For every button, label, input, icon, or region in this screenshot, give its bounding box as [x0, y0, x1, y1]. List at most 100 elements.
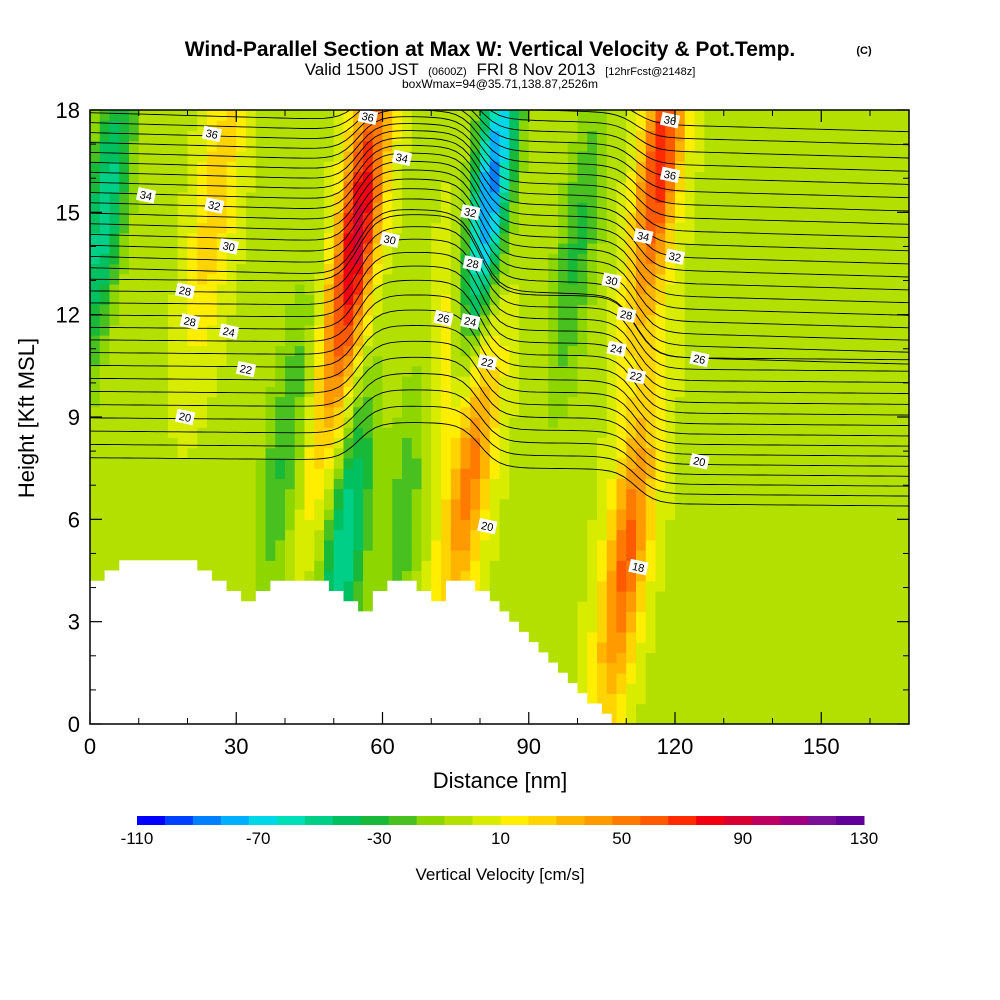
- velocity-cell: [333, 130, 345, 142]
- velocity-cell: [626, 703, 637, 715]
- velocity-cell: [616, 468, 627, 479]
- velocity-cell: [626, 427, 637, 439]
- velocity-cell: [90, 570, 101, 582]
- velocity-cell: [655, 437, 666, 449]
- velocity-cell: [509, 590, 520, 602]
- velocity-cell: [450, 488, 462, 500]
- velocity-cell: [548, 294, 559, 306]
- velocity-cell: [860, 652, 871, 664]
- velocity-cell: [216, 222, 228, 234]
- velocity-cell: [168, 232, 179, 244]
- velocity-cell: [99, 304, 111, 316]
- velocity-cell: [694, 406, 705, 418]
- velocity-cell: [840, 314, 852, 326]
- velocity-cell: [684, 161, 696, 172]
- velocity-cell: [226, 345, 237, 357]
- velocity-cell: [645, 611, 657, 623]
- velocity-cell: [801, 140, 813, 152]
- velocity-cell: [353, 181, 364, 193]
- velocity-cell: [587, 457, 598, 469]
- velocity-cell: [207, 171, 218, 183]
- velocity-cell: [226, 365, 237, 377]
- velocity-cell: [577, 468, 588, 479]
- velocity-cell: [255, 447, 267, 459]
- velocity-cell: [684, 191, 696, 203]
- velocity-cell: [577, 263, 588, 275]
- velocity-cell: [226, 181, 237, 193]
- velocity-cell: [304, 243, 315, 254]
- velocity-cell: [577, 283, 588, 295]
- velocity-cell: [733, 396, 744, 408]
- velocity-cell: [538, 345, 549, 357]
- velocity-cell: [119, 468, 130, 479]
- velocity-cell: [577, 191, 588, 203]
- velocity-cell: [382, 191, 393, 203]
- velocity-cell: [772, 693, 783, 705]
- velocity-cell: [577, 150, 588, 162]
- velocity-cell: [831, 324, 842, 336]
- velocity-cell: [528, 110, 540, 121]
- velocity-cell: [489, 468, 501, 479]
- velocity-cell: [197, 314, 208, 326]
- velocity-cell: [704, 509, 715, 520]
- velocity-cell: [285, 161, 296, 172]
- velocity-cell: [899, 652, 909, 664]
- velocity-cell: [392, 355, 403, 367]
- velocity-cell: [363, 601, 374, 613]
- velocity-cell: [606, 355, 618, 367]
- velocity-cell: [402, 468, 413, 479]
- velocity-cell: [714, 181, 725, 193]
- velocity-cell: [850, 314, 861, 326]
- velocity-cell: [840, 468, 852, 479]
- velocity-cell: [772, 150, 783, 162]
- velocity-cell: [733, 580, 744, 592]
- velocity-cell: [431, 519, 442, 531]
- velocity-cell: [558, 304, 569, 316]
- velocity-cell: [392, 304, 403, 316]
- velocity-cell: [792, 427, 803, 439]
- velocity-cell: [665, 652, 676, 664]
- velocity-cell: [675, 130, 686, 142]
- velocity-cell: [353, 570, 364, 582]
- velocity-cell: [294, 202, 306, 213]
- velocity-cell: [382, 468, 393, 479]
- velocity-cell: [538, 580, 549, 592]
- velocity-cell: [782, 468, 793, 479]
- velocity-cell: [138, 417, 150, 428]
- velocity-cell: [528, 243, 540, 254]
- velocity-cell: [421, 253, 432, 265]
- velocity-cell: [431, 181, 442, 193]
- velocity-cell: [792, 509, 803, 520]
- velocity-cell: [772, 457, 783, 469]
- velocity-cell: [489, 539, 501, 551]
- velocity-cell: [762, 324, 774, 336]
- velocity-cell: [519, 324, 530, 336]
- velocity-cell: [197, 396, 208, 408]
- velocity-cell: [577, 406, 588, 418]
- velocity-cell: [860, 222, 871, 234]
- velocity-cell: [353, 417, 364, 428]
- velocity-cell: [704, 324, 715, 336]
- velocity-cell: [343, 202, 354, 213]
- velocity-cell: [363, 294, 374, 306]
- velocity-cell: [714, 703, 725, 715]
- velocity-cell: [499, 140, 510, 152]
- velocity-cell: [324, 130, 335, 142]
- velocity-cell: [753, 580, 764, 592]
- velocity-cell: [265, 294, 276, 306]
- velocity-cell: [304, 161, 315, 172]
- velocity-cell: [411, 580, 423, 592]
- velocity-cell: [314, 253, 325, 265]
- velocity-cell: [99, 427, 111, 439]
- velocity-cell: [762, 590, 774, 602]
- velocity-cell: [138, 161, 150, 172]
- velocity-cell: [304, 335, 315, 346]
- velocity-cell: [460, 550, 471, 561]
- velocity-cell: [119, 396, 130, 408]
- velocity-cell: [99, 130, 111, 142]
- velocity-cell: [714, 294, 725, 306]
- velocity-cell: [353, 263, 364, 275]
- velocity-cell: [353, 191, 364, 203]
- velocity-cell: [255, 580, 267, 592]
- velocity-cell: [392, 140, 403, 152]
